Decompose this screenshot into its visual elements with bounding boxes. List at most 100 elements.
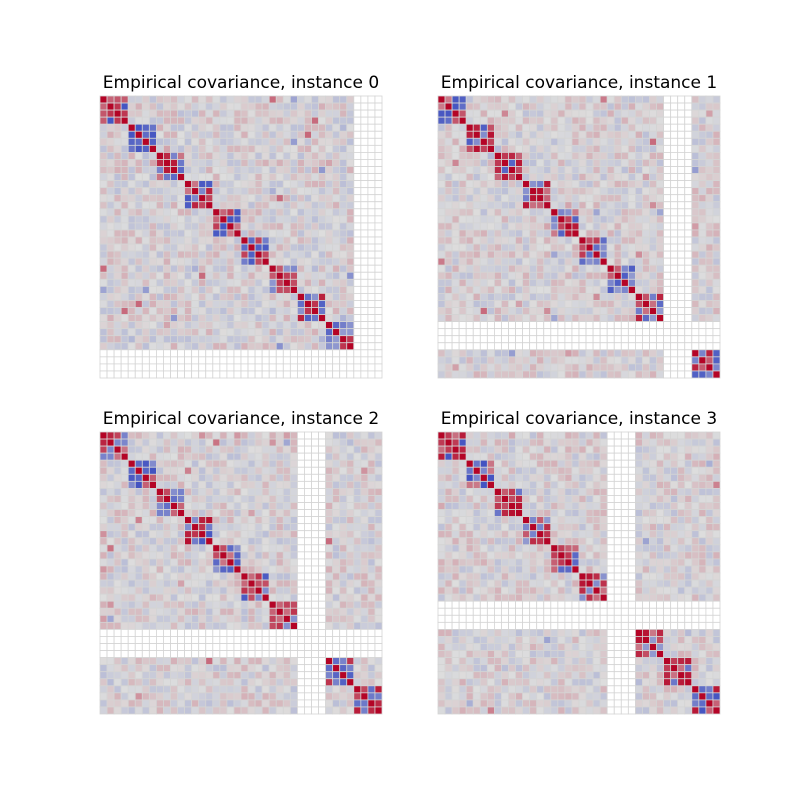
heatmap-cell — [508, 445, 516, 454]
heatmap-cell — [184, 480, 193, 489]
heatmap-cell — [219, 565, 228, 574]
masked-cell — [304, 551, 312, 560]
heatmap-cell — [106, 607, 115, 616]
heatmap-cell — [289, 187, 298, 196]
masked-cell — [254, 370, 263, 379]
masked-cell — [684, 229, 693, 238]
masked-cell — [184, 363, 193, 372]
heatmap-cell — [536, 445, 545, 454]
masked-cell — [367, 159, 376, 167]
heatmap-cell — [226, 459, 235, 468]
masked-cell — [360, 264, 369, 273]
heatmap-cell — [339, 466, 348, 475]
heatmap-cell — [634, 250, 643, 259]
heatmap-cell — [592, 215, 601, 224]
masked-cell — [282, 628, 291, 637]
masked-cell — [472, 335, 481, 344]
masked-cell — [304, 523, 312, 532]
heatmap-cell — [712, 187, 721, 196]
heatmap-cell — [642, 431, 650, 440]
heatmap-cell — [106, 208, 115, 217]
heatmap-cell — [289, 692, 298, 701]
heatmap-cell — [177, 144, 186, 153]
heatmap-cell — [191, 495, 200, 503]
heatmap-cell — [170, 173, 178, 182]
masked-cell — [374, 250, 383, 259]
masked-cell — [163, 643, 171, 651]
heatmap-cell — [170, 342, 178, 351]
masked-cell — [311, 579, 319, 588]
heatmap-cell — [578, 356, 587, 365]
heatmap-cell — [522, 459, 531, 468]
heatmap-cell — [120, 565, 129, 574]
masked-cell — [458, 321, 467, 330]
masked-cell — [233, 370, 242, 379]
heatmap-cell — [479, 123, 488, 132]
heatmap-cell — [444, 187, 453, 196]
heatmap-cell — [106, 292, 115, 301]
heatmap-cell — [325, 495, 334, 503]
heatmap-cell — [627, 349, 636, 358]
heatmap-cell — [543, 278, 552, 287]
heatmap-cell — [367, 664, 376, 673]
heatmap-cell — [191, 229, 200, 238]
heatmap-cell — [282, 152, 291, 160]
heatmap-cell — [564, 194, 573, 203]
masked-cell — [515, 342, 524, 351]
heatmap-cell — [240, 607, 249, 616]
heatmap-cell — [557, 166, 566, 174]
heatmap-cell — [592, 264, 601, 273]
masked-cell — [684, 300, 693, 308]
heatmap-cell — [254, 250, 263, 259]
heatmap-cell — [501, 349, 509, 358]
heatmap-cell — [226, 692, 235, 701]
heatmap-cell — [163, 488, 171, 496]
heatmap-cell — [191, 173, 200, 182]
heatmap-cell — [205, 607, 214, 616]
heatmap-cell — [550, 452, 559, 461]
heatmap-cell — [578, 445, 587, 454]
heatmap-cell — [522, 173, 531, 182]
heatmap-cell — [156, 537, 164, 546]
heatmap-cell — [472, 215, 481, 224]
masked-cell — [501, 321, 509, 330]
masked-cell — [367, 349, 376, 358]
heatmap-cell — [472, 208, 481, 217]
heatmap-cell — [346, 278, 355, 287]
heatmap-cell — [642, 278, 650, 287]
heatmap-cell — [184, 292, 193, 301]
masked-cell — [289, 650, 298, 659]
heatmap-cell — [191, 144, 200, 153]
masked-cell — [346, 643, 355, 651]
heatmap-cell — [226, 300, 235, 308]
masked-cell — [113, 636, 122, 644]
masked-cell — [318, 614, 327, 623]
heatmap-cell — [120, 300, 129, 308]
heatmap-cell — [353, 523, 362, 532]
heatmap-cell — [585, 250, 594, 259]
heatmap-cell — [198, 229, 207, 238]
heatmap-cell — [698, 314, 707, 323]
heatmap-cell — [353, 459, 362, 468]
heatmap-cell — [233, 621, 242, 630]
heatmap-cell — [296, 180, 305, 189]
heatmap-cell — [332, 187, 341, 196]
heatmap-cell — [240, 215, 249, 224]
heatmap-cell — [289, 307, 298, 315]
heatmap-cell — [212, 678, 221, 687]
heatmap-cell — [268, 102, 277, 111]
heatmap-cell — [486, 356, 495, 365]
heatmap-cell — [99, 664, 108, 673]
heatmap-cell — [606, 116, 615, 125]
masked-cell — [353, 278, 362, 287]
heatmap-cell — [606, 152, 615, 160]
heatmap-cell — [698, 102, 707, 111]
heatmap-cell — [571, 95, 580, 104]
heatmap-cell — [219, 438, 228, 447]
heatmap-cell — [233, 328, 242, 337]
heatmap-cell — [592, 159, 601, 167]
heatmap-cell — [261, 166, 270, 174]
heatmap-cell — [332, 600, 341, 609]
heatmap-cell — [275, 250, 284, 259]
heatmap-cell — [268, 300, 277, 308]
